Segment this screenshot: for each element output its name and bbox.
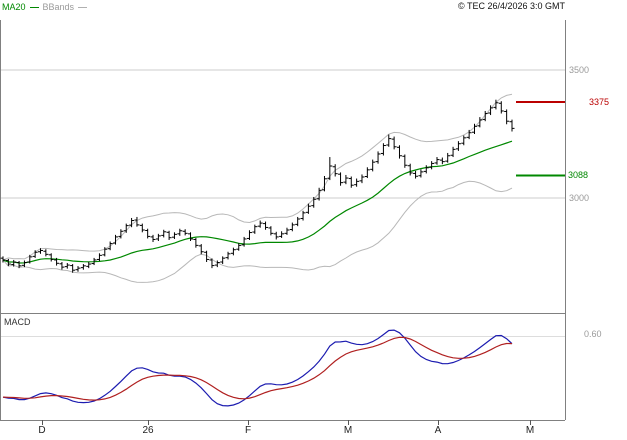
bbands-line-sample-icon [78, 6, 88, 8]
x-axis-label: M [343, 425, 353, 436]
macd-panel-label: MACD [4, 317, 31, 327]
price-axis-label: 3088 [568, 170, 589, 181]
x-axis-label: D [38, 425, 46, 436]
x-axis-label: A [434, 425, 442, 436]
x-axis-label: M [525, 425, 535, 436]
price-axis-label: 3500 [569, 65, 590, 75]
price-axis-label: 3375 [589, 97, 610, 107]
price-axis-label: 3000 [569, 193, 590, 203]
macd-scale-label: 0.60 [584, 329, 602, 339]
bbands-legend-label: BBands [42, 2, 75, 12]
ma20-legend-label: MA20 [2, 2, 26, 12]
legend: MA20 BBands [2, 2, 88, 12]
copyright-text: © TEC 26/4/2026 3:0 GMT [457, 1, 565, 11]
x-axis-label: F [244, 425, 252, 436]
x-axis-label: 26 [142, 425, 154, 436]
ma20-line-sample-icon [29, 6, 39, 8]
